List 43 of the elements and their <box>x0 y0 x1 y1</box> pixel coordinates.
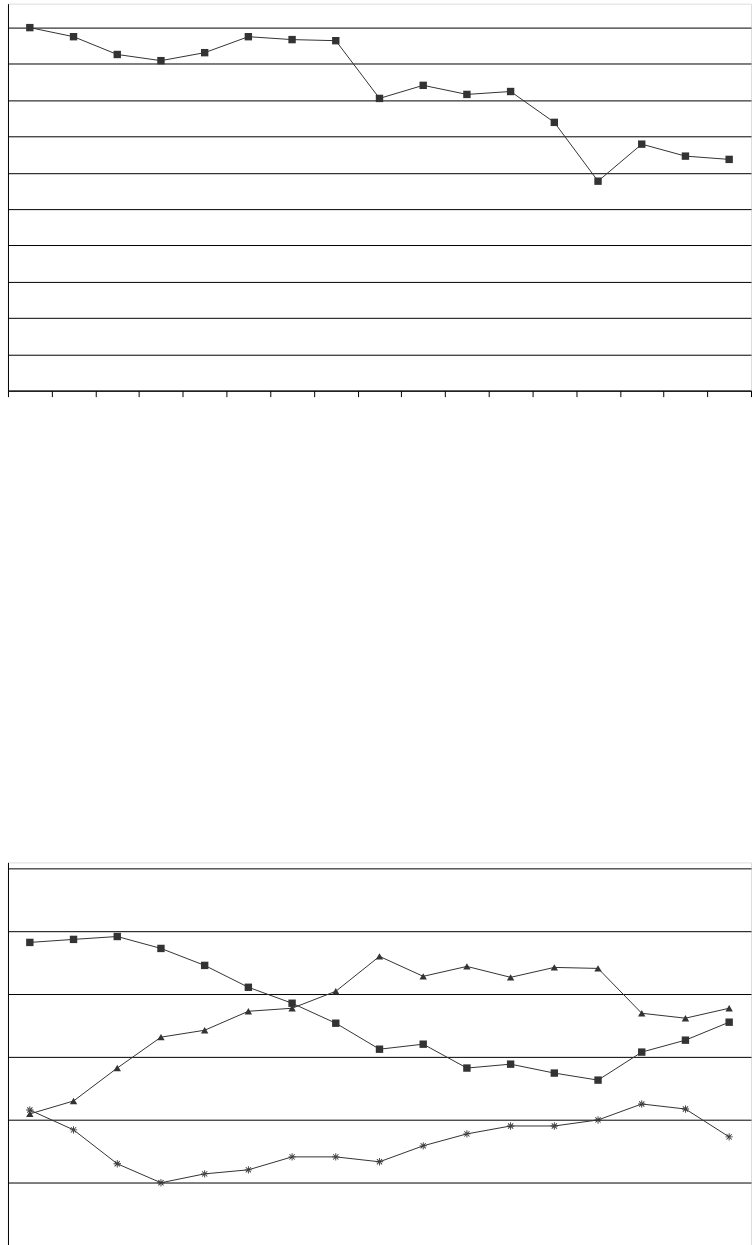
point <box>332 1153 340 1161</box>
point <box>681 1105 690 1113</box>
point <box>463 963 471 970</box>
point <box>288 35 296 44</box>
point <box>463 1064 471 1072</box>
point <box>681 152 690 160</box>
point <box>375 953 384 960</box>
point <box>506 1060 515 1068</box>
point <box>419 1040 427 1048</box>
point <box>725 1133 733 1141</box>
point <box>594 1116 602 1124</box>
point <box>375 1158 384 1166</box>
point <box>26 938 34 947</box>
point <box>157 944 165 953</box>
point <box>725 1018 733 1026</box>
point <box>638 1100 646 1108</box>
point <box>26 23 34 32</box>
point <box>725 155 733 164</box>
point <box>506 974 515 981</box>
point <box>157 1179 165 1187</box>
point <box>157 56 165 65</box>
point <box>288 999 296 1007</box>
point <box>594 177 602 185</box>
point <box>26 1110 34 1118</box>
point <box>506 1122 515 1130</box>
point <box>638 140 646 148</box>
point <box>419 973 427 980</box>
point <box>419 1142 427 1150</box>
point <box>200 1170 209 1178</box>
point <box>550 1069 559 1077</box>
point <box>113 1160 121 1168</box>
point <box>463 90 471 99</box>
point <box>550 964 559 971</box>
point <box>69 1126 78 1134</box>
point <box>681 1036 690 1044</box>
point <box>594 1076 602 1084</box>
point <box>288 1153 296 1161</box>
point <box>638 1048 646 1056</box>
point <box>594 965 602 972</box>
point <box>463 1130 471 1138</box>
point <box>550 1122 559 1130</box>
point <box>69 1097 78 1105</box>
point <box>244 1166 253 1174</box>
